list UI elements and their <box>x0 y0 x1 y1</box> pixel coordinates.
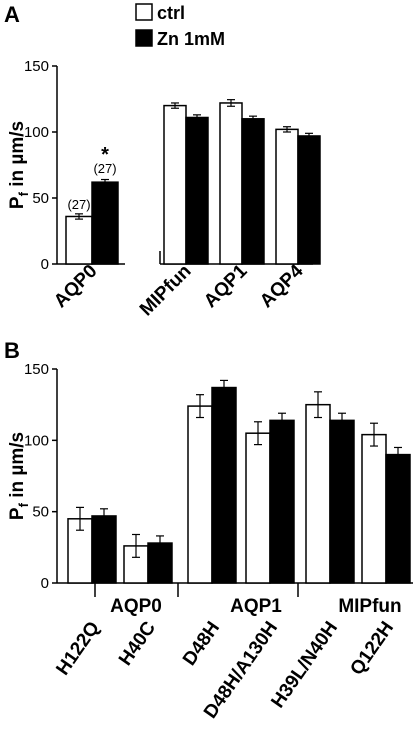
b-x-tick-label: H40C <box>115 618 160 670</box>
a-y-tick-label: 0 <box>41 256 49 273</box>
b-bar-q122h-ctrl <box>361 433 387 584</box>
b-y-axis-label: Pf in µm/s <box>7 432 31 520</box>
b-bar-d48h-a130h-ctrl <box>245 432 271 584</box>
legend-label-zn: Zn 1mM <box>157 29 225 49</box>
b-x-tick-label: D48H <box>179 618 224 670</box>
a-bar-aqp0-zn <box>91 181 119 265</box>
a-bar-mipfun-zn <box>185 116 209 265</box>
a-bar-aqp4-zn <box>297 135 321 265</box>
a-y-tick-label: 50 <box>32 190 49 207</box>
legend: ctrl Zn 1mM <box>135 3 225 49</box>
a-bar-mipfun-ctrl <box>163 104 187 265</box>
legend-swatch-ctrl <box>135 3 153 21</box>
b-y-tick-label: 50 <box>32 504 49 521</box>
a-y-label-rest: in µm/s <box>7 121 28 192</box>
panel-label-a: A <box>4 2 20 27</box>
a-annotation-significance: * <box>101 144 109 166</box>
b-bar-h39l-n40h-zn <box>329 419 355 584</box>
a-x-tick-label: MIPfun <box>136 261 196 321</box>
chart-panel-a: 0 50 100 150 Pf in µm/s AQP0 MIPfun AQP1 AQP4 (27… <box>7 58 321 321</box>
b-x-tick-label: Q122H <box>346 618 398 679</box>
a-y-label-sub: f <box>16 191 31 196</box>
legend-swatch-zn <box>135 29 153 47</box>
a-x-tick-label: AQP0 <box>50 261 101 312</box>
b-bar-q122h-zn <box>385 453 411 584</box>
a-bar-aqp1-zn <box>241 118 265 265</box>
b-bar-h122q-zn <box>91 515 117 584</box>
a-y-tick-label: 150 <box>24 58 49 75</box>
a-y-axis-label: Pf in µm/s <box>7 121 31 209</box>
panel-label-b: B <box>4 338 20 363</box>
b-y-tick-label: 0 <box>41 575 49 592</box>
a-bar-aqp1-ctrl <box>219 102 243 265</box>
a-x-tick-label: AQP1 <box>200 260 252 312</box>
b-group-label: AQP1 <box>230 596 282 617</box>
a-x-tick-label: AQP4 <box>256 260 308 312</box>
a-bar-aqp4-ctrl <box>275 128 299 265</box>
a-y-label-main: P <box>7 196 28 209</box>
a-bar-aqp0-ctrl <box>65 215 93 265</box>
b-group-label: AQP0 <box>110 596 162 617</box>
b-y-label-rest: in µm/s <box>7 432 28 503</box>
b-x-tick-label: H122Q <box>52 618 104 679</box>
b-y-label-main: P <box>7 507 28 520</box>
b-bar-d48h-zn <box>211 386 237 584</box>
a-annotation-n-ctrl: (27) <box>67 197 90 212</box>
b-bar-h39l-n40h-ctrl <box>305 403 331 584</box>
b-y-tick-label: 150 <box>24 361 49 378</box>
b-bar-d48h-a130h-zn <box>269 419 295 584</box>
legend-label-ctrl: ctrl <box>157 3 185 23</box>
b-y-label-sub: f <box>16 502 31 507</box>
b-y-tick-label: 100 <box>24 432 49 449</box>
b-bar-d48h-ctrl <box>187 405 213 584</box>
b-group-label: MIPfun <box>338 596 401 617</box>
a-y-tick-label: 100 <box>24 124 49 141</box>
a-annotation-n-zn: (27) <box>93 161 116 176</box>
